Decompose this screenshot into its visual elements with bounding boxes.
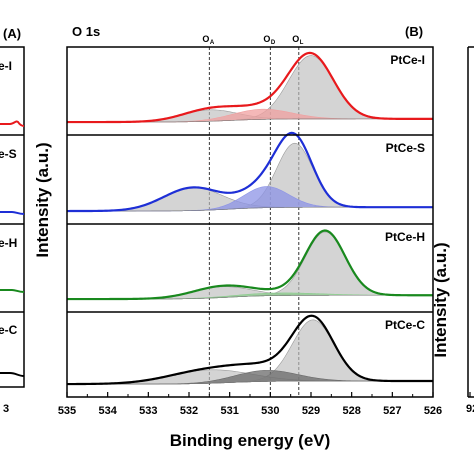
component-PtCe-H-0 <box>67 231 433 300</box>
left-sample-label-2: e-S <box>0 147 17 161</box>
x-tick-label-0: 535 <box>58 405 76 417</box>
x-axis: 535 534 533 532 531 530 529 528 527 526 <box>58 392 442 417</box>
chart-title: O 1s <box>72 24 100 39</box>
left-curve-red <box>0 120 25 127</box>
panel-letter: (B) <box>405 24 423 39</box>
x-tick-label-8: 527 <box>383 405 401 417</box>
left-curve-blue <box>0 211 25 215</box>
x-tick-label-4: 531 <box>220 405 238 417</box>
x-tick-label-3: 532 <box>180 405 198 417</box>
right-panel-ylabel: Intensity (a.u.) <box>431 242 450 357</box>
envelope-PtCe-H <box>67 229 433 301</box>
x-tick-label-9: 526 <box>424 405 442 417</box>
left-partial-panel: (A) e-I e-S e-H e-C 3 <box>0 26 25 415</box>
sample-label-PtCe-H: PtCe-H <box>385 230 425 244</box>
envelope-PtCe-S <box>67 131 433 213</box>
x-tick-label-5: 530 <box>261 405 279 417</box>
x-tick-label-2: 533 <box>139 405 157 417</box>
spectrum-PtCe-I: PtCe-I <box>67 51 433 124</box>
left-curve-green <box>0 289 25 293</box>
ref-label-L: OL <box>292 34 304 46</box>
ref-label-D: OD <box>263 34 276 46</box>
envelope-PtCe-C <box>67 314 433 386</box>
main-panel: Intensity (a.u.) O 1s (B) OA OD OL PtCe-IP… <box>33 24 442 450</box>
spectra-subpanels: PtCe-I PtCe-S PtCe-H PtCe-C <box>66 51 433 386</box>
y-axis-label: Intensity (a.u.) <box>33 142 52 257</box>
plot-frame <box>66 46 434 398</box>
left-panel-frame <box>0 46 25 388</box>
right-x-tick-label: 92 <box>466 403 474 415</box>
left-panel-letter: (A) <box>3 26 21 41</box>
sample-label-PtCe-I: PtCe-I <box>390 53 425 67</box>
spectrum-PtCe-S: PtCe-S <box>67 131 433 213</box>
component-PtCe-I-2 <box>67 108 433 123</box>
ref-label-A: OA <box>202 34 215 46</box>
x-tick-label-6: 529 <box>302 405 320 417</box>
x-axis-label: Binding energy (eV) <box>170 431 331 450</box>
spectrum-PtCe-H: PtCe-H <box>67 229 433 301</box>
left-sample-label-1: e-I <box>0 59 12 73</box>
left-x-tick-label: 3 <box>3 403 9 415</box>
left-curve-black <box>0 372 25 377</box>
sample-label-PtCe-C: PtCe-C <box>385 318 425 332</box>
envelope-PtCe-I <box>67 51 433 124</box>
left-sample-label-4: e-C <box>0 323 18 337</box>
x-tick-label-7: 528 <box>342 405 360 417</box>
right-partial-panel: Intensity (a.u.) 92 <box>431 46 474 415</box>
left-sample-label-3: e-H <box>0 236 17 250</box>
sample-label-PtCe-S: PtCe-S <box>386 141 425 155</box>
spectrum-PtCe-C: PtCe-C <box>66 314 433 386</box>
x-tick-label-1: 534 <box>98 405 117 417</box>
